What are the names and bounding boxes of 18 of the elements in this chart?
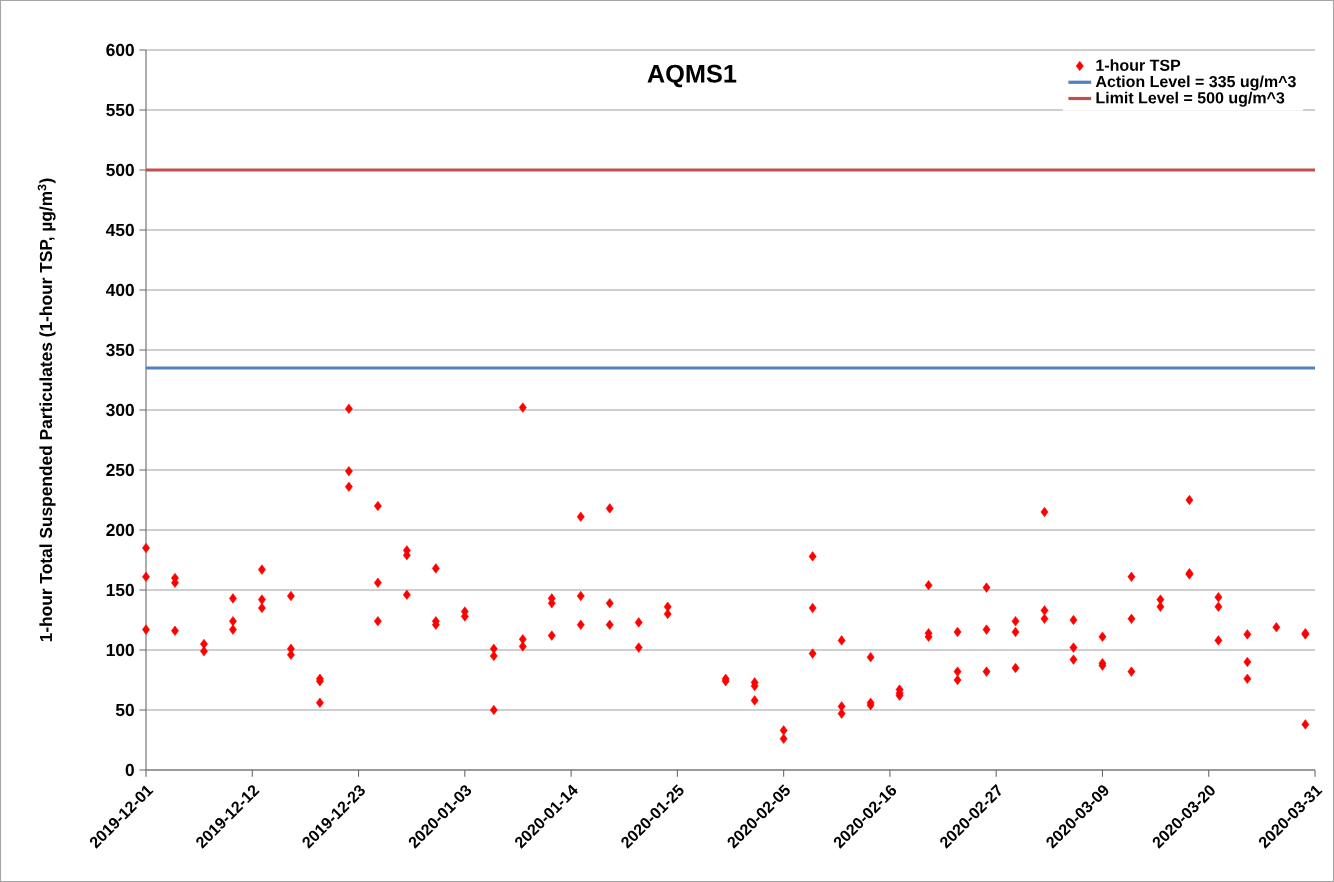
y-tick-label: 300	[106, 403, 134, 417]
y-tick-label: 50	[115, 703, 134, 717]
legend-label: Action Level = 335 ug/m^3	[1095, 75, 1296, 91]
y-tick-label: 200	[106, 523, 134, 537]
y-tick-label: 100	[106, 643, 134, 657]
text: AQMS1	[647, 64, 737, 88]
y-tick-label: 150	[106, 583, 134, 597]
y-tick-label: 250	[106, 463, 134, 477]
legend-label: Limit Level = 500 ug/m^3	[1096, 91, 1285, 107]
y-tick-label: 450	[105, 223, 134, 237]
y-tick-label: 0	[125, 763, 134, 777]
legend-label: 1-hour TSP	[1096, 59, 1181, 71]
y-tick-label: 350	[106, 343, 134, 357]
y-axis-title: 1-hour Total Suspended Particulates (1-hour TSP, µg/m$^{3}$)	[37, 178, 56, 642]
y-tick-label: 500	[106, 163, 134, 177]
y-tick-label: 600	[106, 43, 134, 57]
y-tick-label: 400	[105, 283, 134, 297]
y-tick-label: 550	[106, 103, 134, 117]
